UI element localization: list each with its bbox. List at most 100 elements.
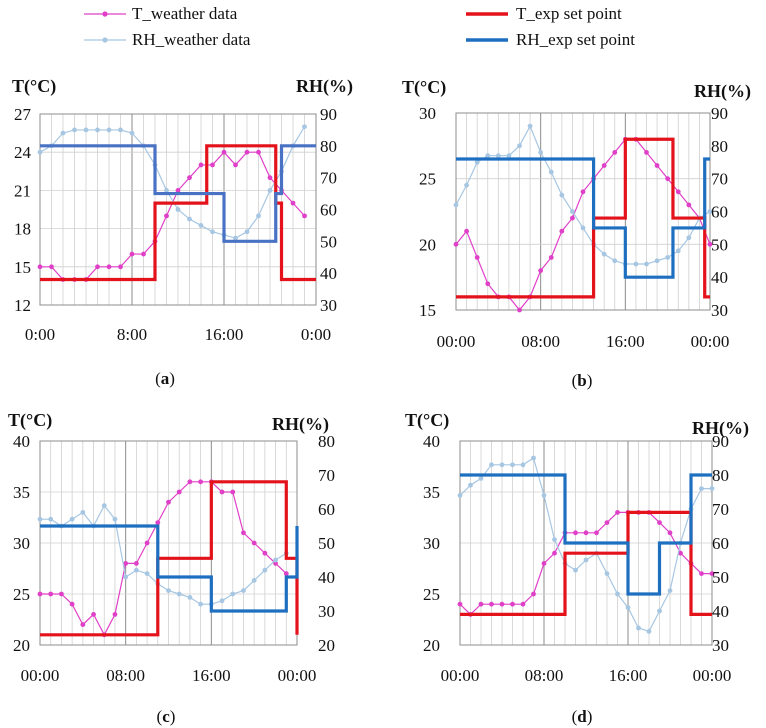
data-point — [80, 510, 86, 515]
series-line — [460, 510, 712, 616]
x-tick: 00:00 — [21, 666, 60, 685]
legend-label-t-weather: T_weather data — [132, 4, 238, 23]
y-axis-label-right: RH(%) — [296, 76, 353, 97]
data-point — [144, 540, 150, 546]
data-point — [198, 223, 204, 228]
data-point — [552, 550, 557, 556]
x-tick: 0:00 — [301, 325, 331, 344]
series-t-exp-set-point — [40, 144, 316, 282]
y-axis-label-right: RH(%) — [694, 81, 751, 102]
y-axis-label-right: RH(%) — [692, 418, 749, 439]
y-tick-left: 15 — [419, 301, 436, 320]
data-point — [37, 264, 43, 270]
data-point — [707, 209, 713, 214]
data-point — [675, 189, 681, 195]
series-line — [40, 144, 316, 282]
series-t-exp-set-point — [456, 137, 710, 299]
data-point — [580, 225, 586, 231]
data-point — [290, 200, 296, 206]
data-point — [654, 258, 660, 264]
data-point — [80, 622, 86, 627]
data-point — [233, 235, 238, 241]
data-point — [678, 550, 683, 556]
series-line — [40, 524, 299, 613]
y-tick-right: 50 — [320, 232, 337, 251]
data-point — [166, 588, 171, 593]
x-tick: 00:00 — [693, 666, 732, 685]
data-point — [118, 127, 123, 133]
data-point — [210, 229, 215, 235]
data-point — [48, 591, 54, 597]
series-rh-exp-set-point — [40, 144, 316, 243]
data-point — [583, 557, 589, 563]
data-point — [517, 307, 522, 313]
data-point — [709, 571, 715, 576]
data-point — [262, 567, 268, 573]
data-point — [478, 476, 484, 481]
x-tick: 00:00 — [691, 332, 730, 351]
y-axis-label-left: T(°C) — [402, 77, 446, 98]
data-point — [175, 207, 181, 212]
series-rh-weather-data — [453, 123, 713, 267]
data-point — [686, 235, 692, 241]
data-point — [457, 601, 463, 607]
data-point — [604, 571, 610, 576]
chart-panel-b: 15 20 25 30 30 40 50 60 70 80 90 00:00 08:00 16:00 00:… — [402, 77, 751, 390]
data-point — [601, 251, 607, 257]
data-point — [485, 281, 491, 287]
series-line — [39, 126, 306, 239]
data-point — [164, 213, 169, 219]
legend-label-rh-set: RH_exp set point — [516, 30, 635, 49]
panel-caption: (d) — [572, 707, 593, 726]
data-point — [256, 213, 261, 219]
x-tick: 08:00 — [106, 666, 145, 685]
series-t-weather-data — [37, 149, 307, 282]
data-point — [187, 216, 192, 222]
data-point — [510, 462, 515, 468]
data-point — [538, 268, 544, 273]
data-point — [72, 127, 77, 133]
y-axis-label-right: RH(%) — [272, 414, 329, 435]
series-line — [40, 151, 305, 281]
data-point — [573, 530, 578, 536]
data-point — [101, 503, 107, 508]
series-rh-exp-set-point — [460, 473, 712, 596]
series-line — [40, 144, 316, 243]
y-tick-right: 30 — [712, 636, 729, 655]
y-tick-left: 40 — [13, 432, 30, 451]
data-point — [517, 143, 522, 149]
data-point — [198, 479, 204, 485]
data-point — [176, 591, 182, 597]
y-tick-right: 80 — [320, 137, 337, 156]
y-tick-right: 40 — [712, 602, 729, 621]
panel-caption: (b) — [572, 371, 593, 390]
series-rh-weather-data — [37, 124, 307, 241]
data-point — [548, 255, 554, 260]
chart-panel-d: 20 25 30 35 40 30 40 50 60 70 80 90 00:00 08:00 16:00 0… — [405, 410, 749, 726]
data-point — [665, 176, 671, 182]
data-point — [573, 567, 578, 573]
data-point — [112, 516, 118, 522]
y-tick-left: 24 — [14, 143, 32, 162]
series-line — [460, 473, 712, 596]
data-point — [155, 520, 161, 525]
data-point — [83, 127, 89, 133]
data-point — [37, 149, 43, 155]
data-point — [615, 591, 620, 597]
y-tick-right: 80 — [711, 137, 728, 156]
plot-frame — [459, 440, 713, 646]
y-tick-right: 80 — [712, 466, 729, 485]
data-point — [657, 520, 662, 525]
data-point — [60, 130, 66, 136]
data-point — [187, 595, 193, 600]
data-point — [302, 124, 307, 130]
data-point — [531, 591, 536, 597]
x-tick: 8:00 — [117, 325, 147, 344]
chart-panel-a: 12 15 18 21 24 27 30 40 50 60 70 80 90 0:00 8:00 16:00 0… — [12, 76, 353, 388]
y-tick-left: 20 — [419, 235, 436, 254]
y-tick-left: 21 — [14, 181, 31, 200]
legend-item-rh-weather: RH_weather data — [84, 30, 251, 49]
data-point — [474, 159, 480, 165]
y-tick-left: 12 — [14, 296, 31, 315]
y-tick-left: 40 — [423, 432, 440, 451]
